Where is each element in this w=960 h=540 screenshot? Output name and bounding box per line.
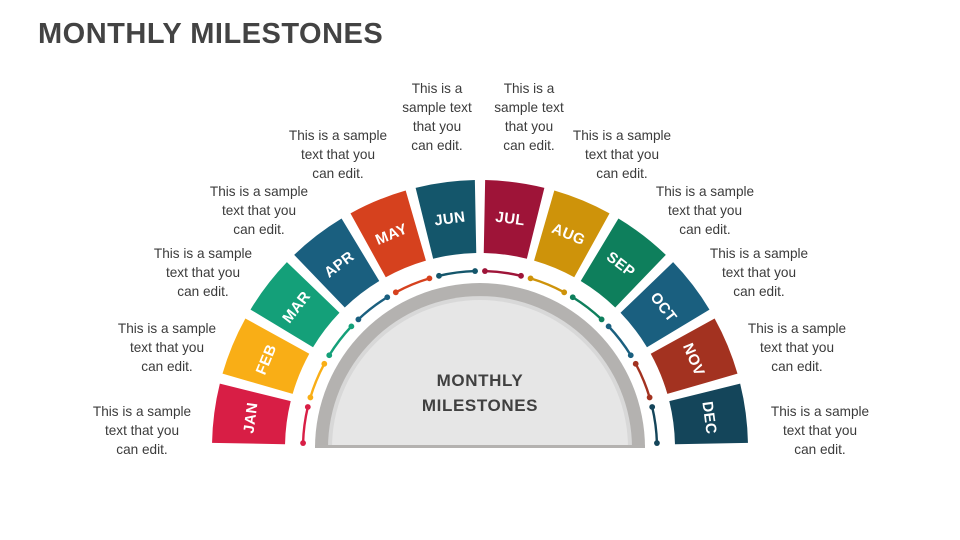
month-segment-oct[interactable]: OCT [620,262,710,348]
month-label-jul: JUL [494,209,526,230]
month-segment-jan[interactable]: JAN [212,383,291,445]
milestone-note-aug[interactable]: This is a sample text that you can edit. [572,128,672,181]
month-segment-shape-apr[interactable] [294,218,380,308]
month-segment-shape-feb[interactable] [222,318,310,394]
month-segment-shape-jan[interactable] [212,383,291,445]
milestone-note-mar[interactable]: This is a sample text that you can edit. [153,246,253,299]
month-segment-shape-mar[interactable] [250,262,340,348]
month-label-jan: JAN [241,401,262,434]
month-segment-aug[interactable]: AUG [534,190,610,278]
connector-dot-feb-end [321,360,328,367]
milestone-note-feb[interactable]: This is a sample text that you can edit. [117,321,217,374]
connector-dot-may-end [426,275,433,282]
connector-dot-jun-start [436,272,442,279]
month-segment-sep[interactable]: SEP [580,218,666,308]
month-segment-jul[interactable]: JUL [483,180,545,259]
connector-dot-sep-start [569,294,576,301]
month-segment-apr[interactable]: APR [294,218,380,308]
month-segment-shape-dec[interactable] [669,383,748,445]
month-segment-feb[interactable]: FEB [222,318,310,394]
milestone-note-jul[interactable]: This is a sample text that you can edit. [494,81,564,153]
connector-dot-sep-end [598,316,605,323]
connector-dot-jun-end [472,268,478,274]
connector-dot-aug-end [561,289,568,296]
month-segment-shape-may[interactable] [350,190,426,278]
milestone-note-jan[interactable]: This is a sample text that you can edit. [92,404,192,457]
connector-dot-mar-start [326,352,333,359]
connector-arcs [300,268,660,446]
connector-dot-jul-end [518,272,524,279]
connector-dot-oct-start [605,323,612,330]
milestone-note-oct[interactable]: This is a sample text that you can edit. [709,246,809,299]
connector-arc-nov [634,362,651,399]
connector-arc-may [394,277,431,294]
month-segment-mar[interactable]: MAR [250,262,340,348]
center-label: MONTHLY MILESTONES [422,371,538,415]
connector-dot-jan-end [304,404,311,410]
dome-base [315,445,645,448]
connector-dot-mar-end [348,323,355,330]
month-label-jun: JUN [433,209,466,230]
month-segment-jun[interactable]: JUN [415,180,477,259]
connector-dot-nov-start [632,360,639,367]
milestone-note-apr[interactable]: This is a sample text that you can edit. [209,184,309,237]
connector-arc-dec [650,405,659,445]
connector-dot-may-start [392,289,399,296]
month-segment-shape-nov[interactable] [650,318,738,394]
connector-arc-jun [437,269,477,278]
month-segment-shape-jun[interactable] [415,180,477,259]
dome-fill [332,300,628,448]
connector-dot-jul-start [482,268,488,274]
connector-dot-aug-start [527,275,534,282]
connector-dot-nov-end [646,394,653,401]
month-segment-nov[interactable]: NOV [650,318,738,394]
connector-dot-oct-end [627,352,634,359]
month-segment-shape-jul[interactable] [483,180,545,259]
milestone-note-sep[interactable]: This is a sample text that you can edit. [655,184,755,237]
connector-dot-apr-end [384,294,391,301]
connector-dot-dec-start [649,404,656,410]
connector-dot-apr-start [355,316,362,323]
milestone-note-jun[interactable]: This is a sample text that you can edit. [402,81,472,153]
month-segment-may[interactable]: MAY [350,190,426,278]
month-segment-shape-oct[interactable] [620,262,710,348]
connector-arc-jan [301,405,310,445]
connector-dot-jan-start [300,440,306,446]
connector-dot-dec-end [654,440,660,446]
center-dome [315,283,645,448]
month-label-dec: DEC [698,400,719,435]
connector-arc-aug [529,277,566,294]
connector-dot-feb-start [307,394,314,401]
month-segment-shape-aug[interactable] [534,190,610,278]
month-segment-dec[interactable]: DEC [669,383,748,445]
milestone-note-nov[interactable]: This is a sample text that you can edit. [747,321,847,374]
page-title: MONTHLY MILESTONES [38,18,384,50]
connector-arc-jul [483,269,523,278]
milestone-note-dec[interactable]: This is a sample text that you can edit. [770,404,870,457]
center-label-line1: MONTHLY [437,371,524,390]
month-segment-shape-sep[interactable] [580,218,666,308]
connector-arc-feb [309,362,326,399]
milestone-note-may[interactable]: This is a sample text that you can edit. [288,128,388,181]
center-label-line2: MILESTONES [422,396,538,415]
